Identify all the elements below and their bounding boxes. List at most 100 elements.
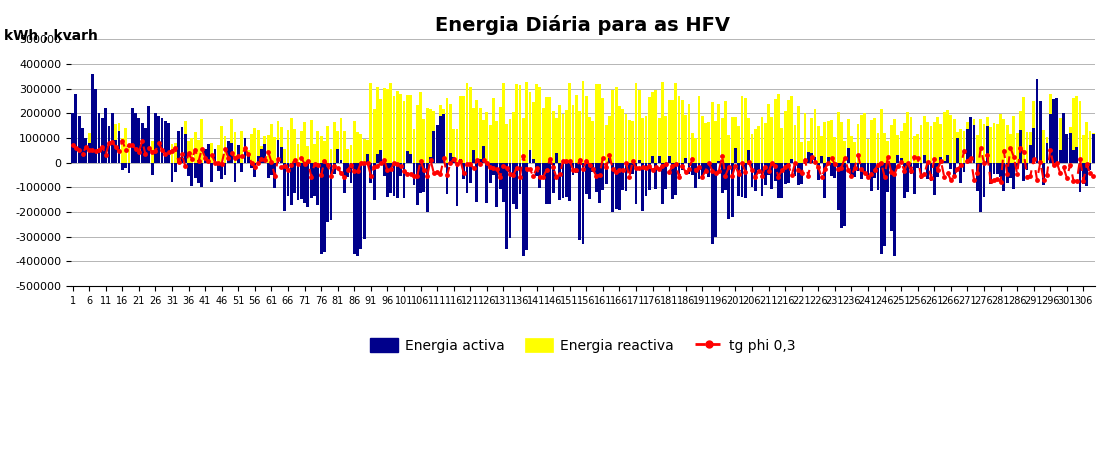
Bar bbox=[333, 163, 336, 174]
Bar bbox=[343, 163, 345, 194]
Bar bbox=[680, 100, 684, 163]
Bar bbox=[710, 163, 714, 244]
Bar bbox=[956, 132, 959, 163]
Bar bbox=[897, 155, 899, 163]
Bar bbox=[595, 163, 597, 192]
Bar bbox=[426, 108, 428, 163]
Bar bbox=[784, 163, 787, 184]
Bar bbox=[608, 158, 611, 163]
Bar bbox=[919, 163, 922, 179]
Bar bbox=[532, 102, 535, 163]
Bar bbox=[226, 154, 230, 163]
Bar bbox=[687, 104, 690, 163]
Bar bbox=[144, 128, 147, 163]
Bar bbox=[220, 126, 223, 163]
Bar bbox=[128, 163, 130, 172]
Bar bbox=[426, 163, 428, 212]
Bar bbox=[270, 163, 273, 175]
Bar bbox=[966, 129, 969, 163]
Bar bbox=[608, 116, 611, 163]
Bar bbox=[1006, 163, 1009, 183]
Bar bbox=[204, 152, 206, 163]
Bar bbox=[777, 94, 780, 163]
Bar bbox=[1086, 122, 1088, 163]
Bar bbox=[1032, 127, 1036, 163]
Bar bbox=[71, 135, 74, 163]
Bar bbox=[730, 117, 734, 163]
Bar bbox=[750, 163, 754, 187]
Bar bbox=[936, 163, 939, 176]
Bar bbox=[118, 130, 120, 163]
Bar bbox=[326, 126, 330, 163]
Bar bbox=[236, 153, 240, 163]
Bar bbox=[989, 127, 992, 163]
Bar bbox=[632, 163, 634, 174]
Bar bbox=[1062, 113, 1064, 163]
Text: kWh ; kvarh: kWh ; kvarh bbox=[4, 29, 98, 44]
Bar bbox=[495, 121, 498, 163]
Bar bbox=[860, 163, 862, 179]
Bar bbox=[638, 160, 640, 163]
Bar bbox=[443, 108, 445, 163]
Bar bbox=[552, 111, 555, 163]
Bar bbox=[353, 121, 355, 163]
Bar bbox=[420, 163, 422, 193]
Bar bbox=[293, 163, 296, 193]
Bar bbox=[770, 163, 774, 189]
Bar bbox=[293, 129, 296, 163]
Bar bbox=[880, 109, 882, 163]
Bar bbox=[528, 150, 532, 163]
Bar bbox=[555, 153, 558, 163]
Bar bbox=[635, 163, 637, 204]
Bar bbox=[860, 115, 862, 163]
Bar bbox=[482, 120, 485, 163]
Bar bbox=[952, 119, 956, 163]
Bar bbox=[446, 163, 448, 194]
Bar bbox=[154, 113, 157, 163]
Bar bbox=[989, 163, 992, 184]
Bar bbox=[684, 158, 687, 163]
Bar bbox=[992, 122, 996, 163]
Bar bbox=[472, 150, 475, 163]
Bar bbox=[363, 163, 365, 239]
Bar bbox=[433, 111, 435, 163]
Bar bbox=[800, 163, 804, 184]
Bar bbox=[353, 163, 355, 254]
Bar bbox=[880, 163, 882, 254]
Bar bbox=[907, 163, 909, 193]
Bar bbox=[283, 149, 286, 163]
Bar bbox=[972, 119, 976, 163]
Bar bbox=[680, 163, 684, 170]
Bar bbox=[588, 117, 591, 163]
Bar bbox=[233, 132, 236, 163]
Bar bbox=[380, 150, 382, 163]
Bar bbox=[986, 126, 989, 163]
Bar bbox=[658, 156, 660, 163]
Bar bbox=[874, 163, 876, 178]
Bar bbox=[78, 140, 81, 163]
Bar bbox=[313, 144, 316, 163]
Bar bbox=[171, 144, 173, 163]
Bar bbox=[286, 163, 290, 196]
Bar bbox=[360, 163, 362, 249]
Bar bbox=[730, 163, 734, 217]
Bar bbox=[443, 114, 445, 163]
Bar bbox=[714, 163, 717, 237]
Bar bbox=[440, 116, 442, 163]
Bar bbox=[256, 156, 260, 163]
Bar bbox=[874, 118, 876, 163]
Bar bbox=[148, 138, 150, 163]
Bar bbox=[628, 163, 630, 172]
Bar bbox=[976, 135, 979, 163]
Bar bbox=[316, 130, 320, 163]
Bar bbox=[346, 163, 349, 176]
Bar bbox=[360, 134, 362, 163]
Bar bbox=[605, 125, 607, 163]
Bar bbox=[290, 118, 293, 163]
Bar bbox=[946, 155, 949, 163]
Bar bbox=[652, 156, 654, 163]
Bar bbox=[340, 160, 342, 163]
Bar bbox=[592, 163, 594, 172]
Bar bbox=[198, 140, 200, 163]
Bar bbox=[1072, 98, 1074, 163]
